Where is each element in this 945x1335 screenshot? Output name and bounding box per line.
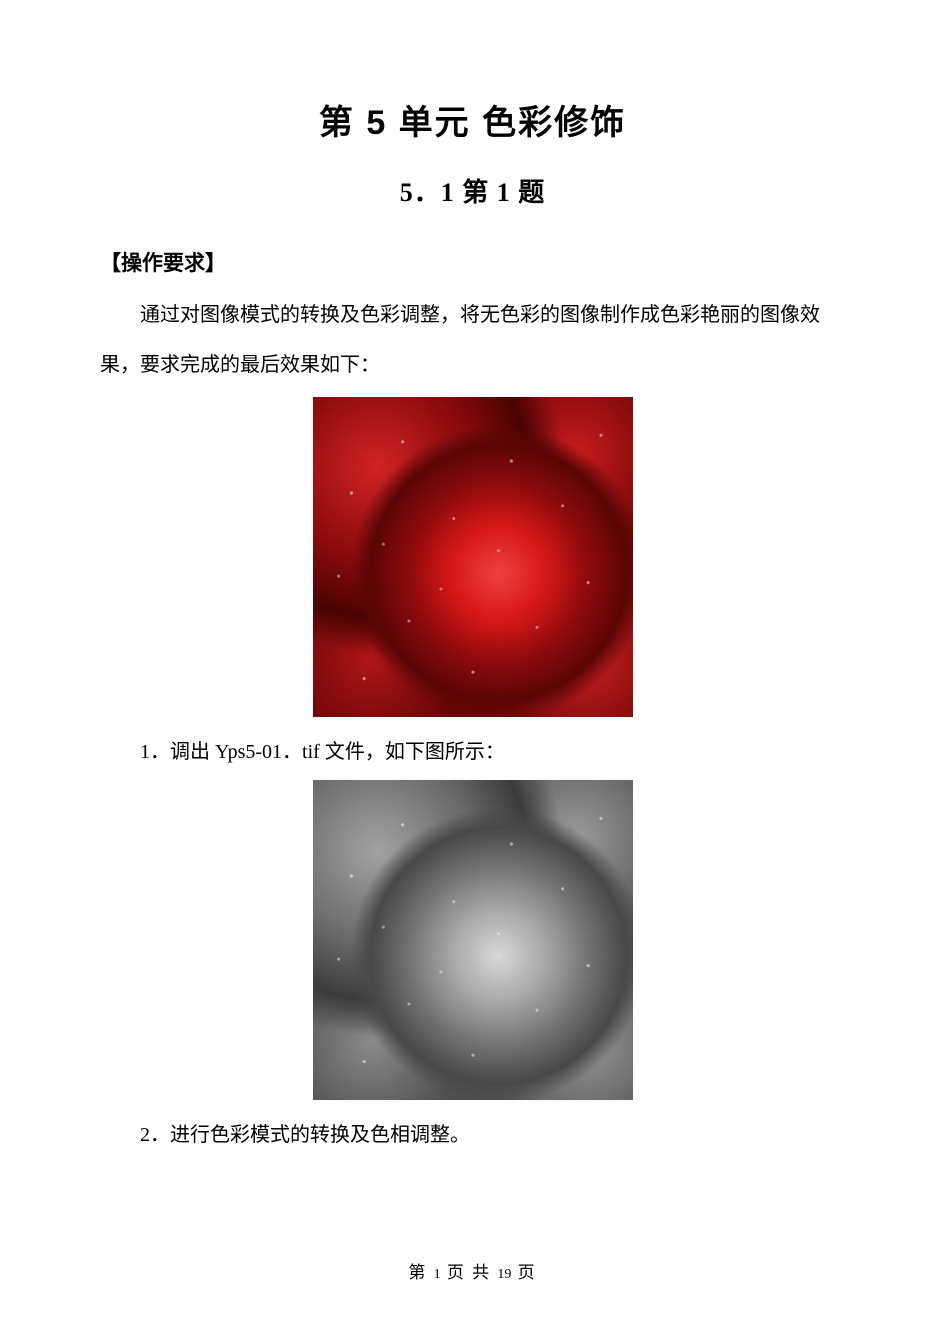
result-image-red-roses: [313, 397, 633, 717]
intro-paragraph-line2: 果，要求完成的最后效果如下：: [100, 347, 845, 383]
section-heading: 【操作要求】: [100, 247, 845, 277]
question-title: 5．1 第 1 题: [100, 172, 845, 209]
step-2-text: 2．进行色彩模式的转换及色相调整。: [100, 1117, 845, 1153]
intro-paragraph-line1: 通过对图像模式的转换及色彩调整，将无色彩的图像制作成色彩艳丽的图像效: [100, 297, 845, 333]
result-image-container: [100, 397, 845, 722]
source-image-container: [100, 780, 845, 1105]
page-footer: 第 1 页 共 19 页: [0, 1258, 945, 1283]
step-1-text: 1．调出 Yps5-01．tif 文件，如下图所示：: [100, 734, 845, 770]
document-page: 第 5 单元 色彩修饰 5．1 第 1 题 【操作要求】 通过对图像模式的转换及…: [0, 0, 945, 1223]
unit-title: 第 5 单元 色彩修饰: [100, 95, 845, 144]
footer-total-pages: 19: [497, 1267, 511, 1282]
footer-prefix-1: 第: [408, 1263, 433, 1282]
footer-suffix: 页: [511, 1263, 536, 1282]
footer-current-page: 1: [434, 1267, 441, 1282]
footer-prefix-2: 页 共: [441, 1263, 498, 1282]
source-image-grayscale-roses: [313, 780, 633, 1100]
